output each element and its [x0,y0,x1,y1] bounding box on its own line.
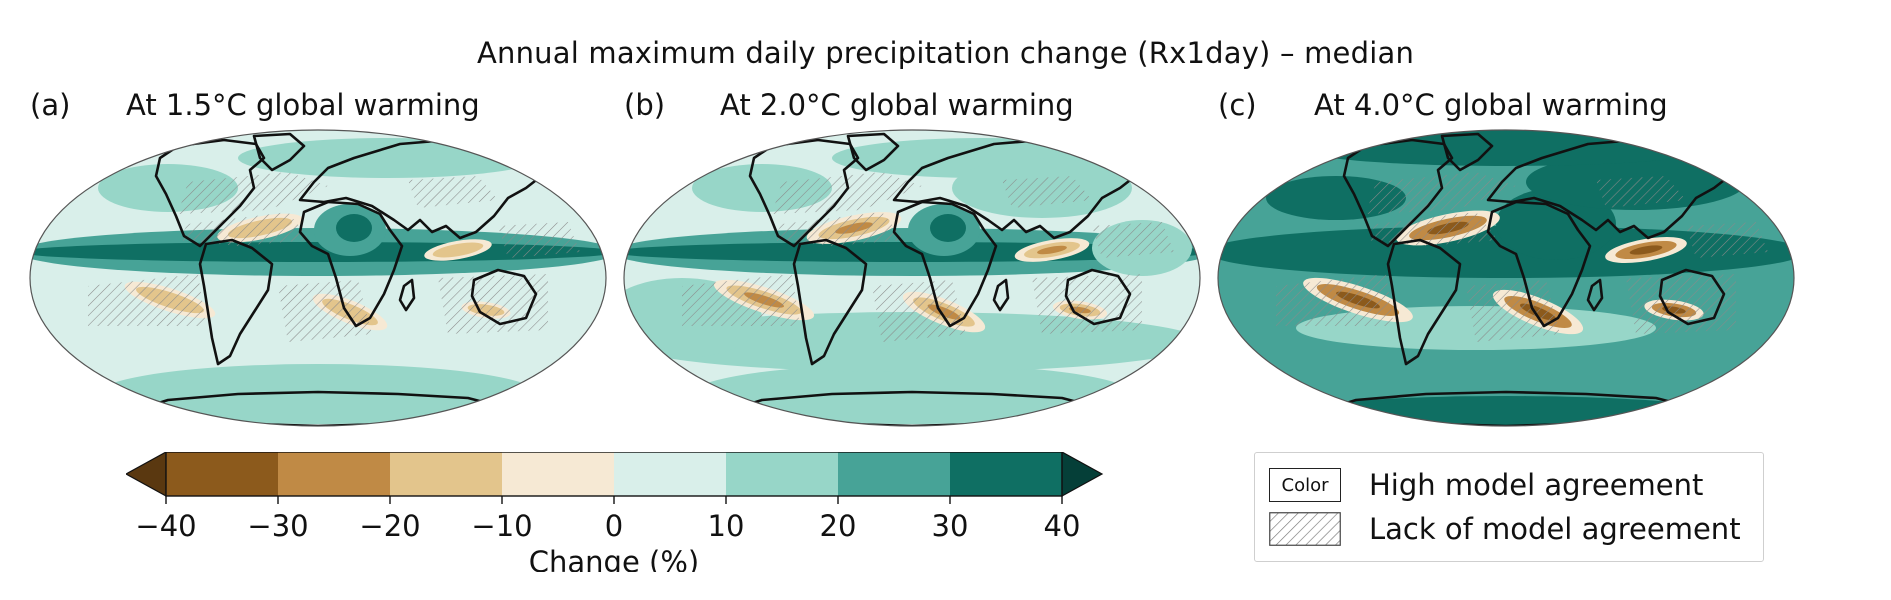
colorbar-extend-high [1061,450,1104,498]
colorbar-segment [726,452,838,496]
no-agreement-hatch [1092,222,1174,258]
no-agreement-hatch [178,212,310,246]
no-agreement-hatch [1366,212,1498,246]
no-agreement-hatch [1686,222,1768,258]
samerica-coastline [198,238,274,366]
figure-title: Annual maximum daily precipitation chang… [476,36,1415,70]
no-agreement-hatch [1466,280,1560,342]
australia-coastline [1658,268,1726,326]
colorbar-tick-label: −40 [135,509,196,543]
dry-zone [432,242,484,258]
no-agreement-hatch [178,172,328,214]
panel-b-letter: (b) [624,88,666,122]
no-agreement-hatch [1596,176,1686,208]
namerica-coastline [1342,138,1454,248]
africa-coastline [1486,200,1592,328]
colorbar-tick-label: 30 [932,509,969,543]
panel-a-title: At 1.5°C global warming [126,88,480,122]
madagascar-coastline [398,278,416,312]
greenland-coastline [252,132,306,172]
legend-row-lack: Lack of model agreement [1269,511,1741,547]
southern-wet-zone [692,364,1132,424]
panel-c-map-svg [1217,129,1795,427]
samerica-coastline [792,238,868,366]
colorbar-tick-label: −10 [471,509,532,543]
no-agreement-hatch [772,172,922,214]
panel-b-title: At 2.0°C global warming [720,88,1074,122]
arctic-wet-zone [238,138,538,178]
map-field [30,130,606,426]
africa-wet-core [930,214,966,242]
madagascar-coastline [1586,278,1604,312]
colorbar-segment [278,452,390,496]
panel-a-map [28,128,608,428]
legend-color-swatch: Color [1269,468,1341,502]
legend-row-high: Color High model agreement [1269,467,1703,503]
dry-zone-core [1037,245,1067,255]
panel-a-map-svg [29,129,607,427]
no-agreement-hatch [88,274,206,326]
no-agreement-hatch [278,280,372,342]
colorbar-segment [166,452,278,496]
colorbar-tick-label: 0 [605,509,623,543]
colorbar-segment [614,452,726,496]
no-agreement-hatch [772,212,904,246]
map-field [1218,130,1794,426]
colorbar-tick-label: 20 [820,509,857,543]
madagascar-coastline [992,278,1010,312]
africa-coastline [892,200,998,328]
colorbar-segment [838,452,950,496]
colorbar: −40 −30 −20 −10 0 10 20 30 40 Change (%) [124,450,1110,579]
africa-wet-core [336,214,372,242]
no-agreement-hatch [872,280,966,342]
colorbar-segment [390,452,502,496]
map-outline [1217,129,1795,427]
dry-zone-core [1629,245,1663,255]
greenland-coastline [846,132,900,172]
map-outline [29,129,607,427]
colorbar-tick-label: −30 [247,509,308,543]
eurasia-coastline [298,138,546,240]
eurasia-coastline [1486,138,1734,240]
legend-high-label: High model agreement [1369,468,1704,502]
australia-coastline [470,268,538,326]
map-outline [623,129,1201,427]
australia-coastline [1064,268,1132,326]
colorbar-segment [950,452,1062,496]
eurasia-coastline [892,138,1140,240]
samerica-coastline [1386,238,1462,366]
legend-hatch-swatch [1269,512,1341,546]
colorbar-tick-label: 40 [1044,509,1081,543]
namerica-coastline [154,138,266,248]
colorbar-extend-low [124,450,167,498]
namerica-coastline [748,138,860,248]
legend-lack-label: Lack of model agreement [1369,512,1741,546]
colorbar-label: Change (%) [529,545,699,572]
panel-a-letter: (a) [30,88,71,122]
no-agreement-hatch [498,222,580,258]
colorbar-tick-label: −20 [359,509,420,543]
no-agreement-hatch [1276,274,1394,326]
panel-b-map [622,128,1202,428]
panel-c-title: At 4.0°C global warming [1314,88,1668,122]
map-field [624,130,1200,426]
no-agreement-hatch [682,274,800,326]
agreement-legend: Color High model agreement Lack of model… [1254,452,1764,562]
panel-c-map [1216,128,1796,428]
colorbar-svg: −40 −30 −20 −10 0 10 20 30 40 Change (%) [124,450,1104,579]
colorbar-tick-label: 10 [708,509,745,543]
panel-b-map-svg [623,129,1201,427]
africa-coastline [298,200,404,328]
arctic-very-wet [1296,130,1716,166]
no-agreement-hatch [408,176,498,208]
colorbar-segment [502,452,614,496]
panel-c-letter: (c) [1218,88,1257,122]
southern-wet-zone [98,364,538,424]
greenland-coastline [1440,132,1494,172]
no-agreement-hatch [1002,176,1092,208]
no-agreement-hatch [1366,172,1516,214]
